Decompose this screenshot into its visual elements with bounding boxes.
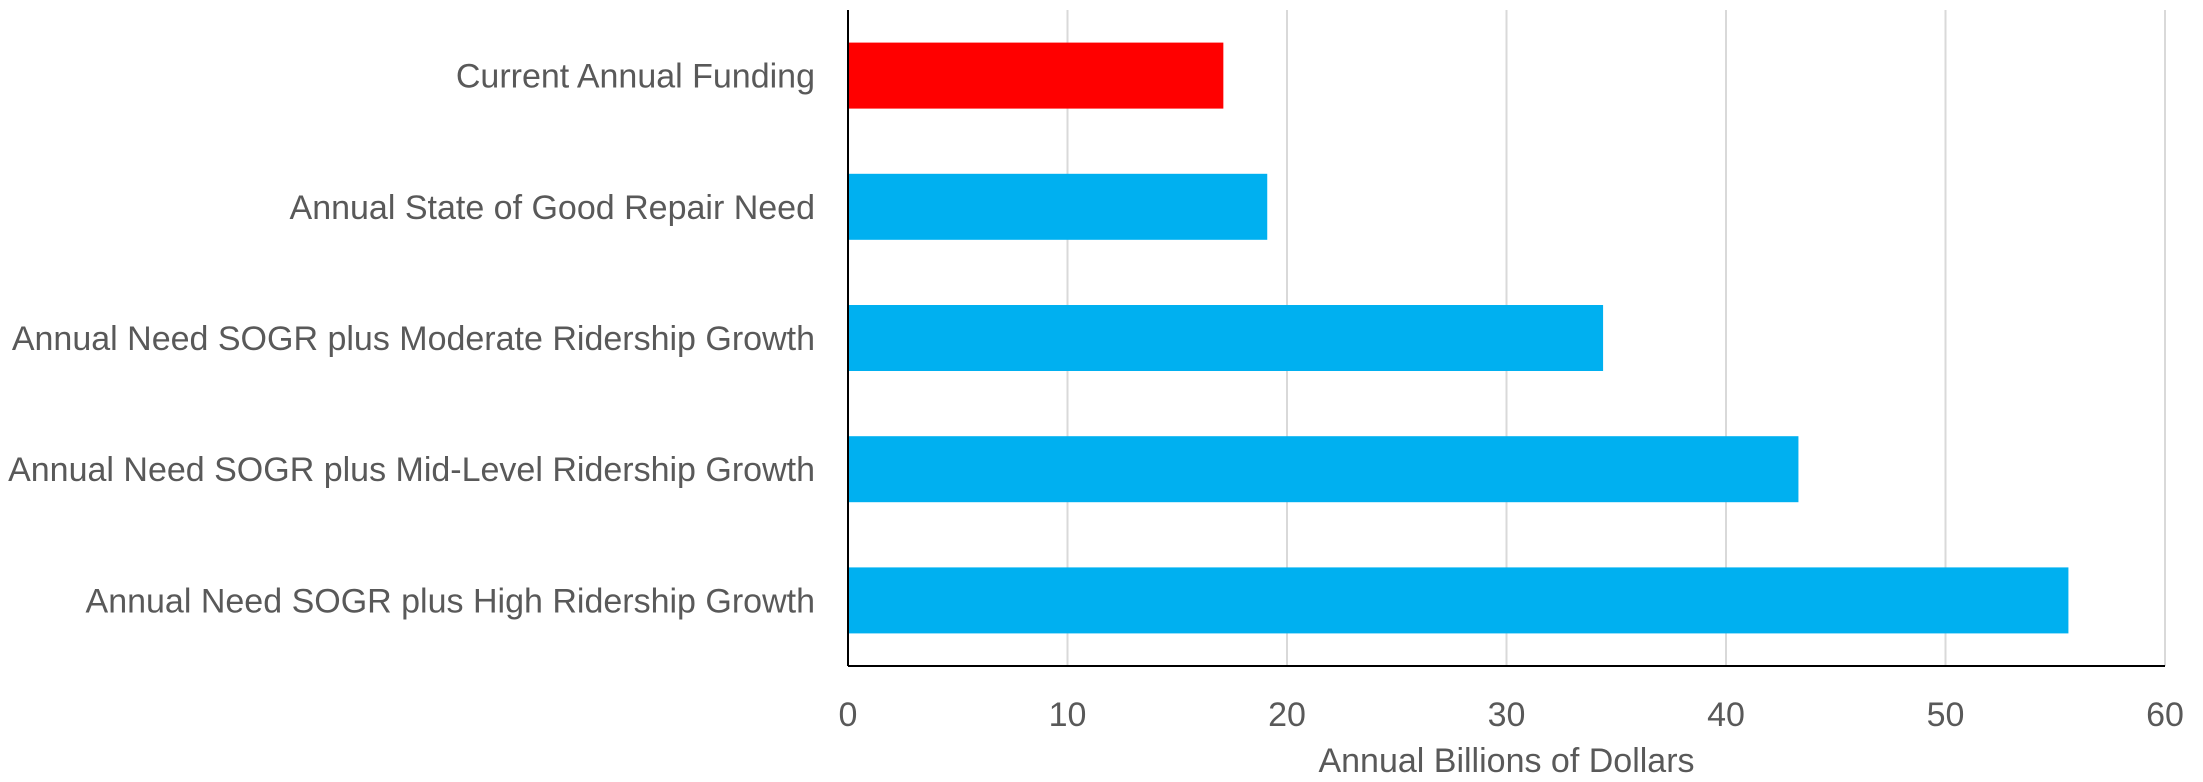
x-tick-label: 30 <box>1488 696 1526 734</box>
x-tick-label: 10 <box>1049 696 1087 734</box>
category-labels: Current Annual Funding Annual State of Go… <box>8 58 815 621</box>
x-tick-labels: 0 10 20 30 40 50 60 <box>839 696 2184 734</box>
bar <box>848 42 1224 109</box>
category-label: Annual State of Good Repair Need <box>290 189 815 227</box>
category-label: Annual Need SOGR plus Moderate Ridership… <box>12 320 815 358</box>
bars <box>848 42 2069 634</box>
category-label: Current Annual Funding <box>456 58 815 96</box>
bar <box>848 436 1799 503</box>
bar <box>848 305 1604 371</box>
x-axis-title: Annual Billions of Dollars <box>1318 742 1694 780</box>
axes <box>847 10 2165 667</box>
bar <box>848 567 2069 634</box>
x-tick-label: 50 <box>1927 696 1965 734</box>
bar <box>848 173 1268 240</box>
x-tick-label: 40 <box>1707 696 1745 734</box>
x-tick-label: 0 <box>839 696 858 734</box>
x-tick-label: 60 <box>2146 696 2184 734</box>
category-label: Annual Need SOGR plus Mid-Level Ridershi… <box>8 451 815 489</box>
category-label: Annual Need SOGR plus High Ridership Gro… <box>86 582 815 620</box>
x-tick-label: 20 <box>1268 696 1306 734</box>
